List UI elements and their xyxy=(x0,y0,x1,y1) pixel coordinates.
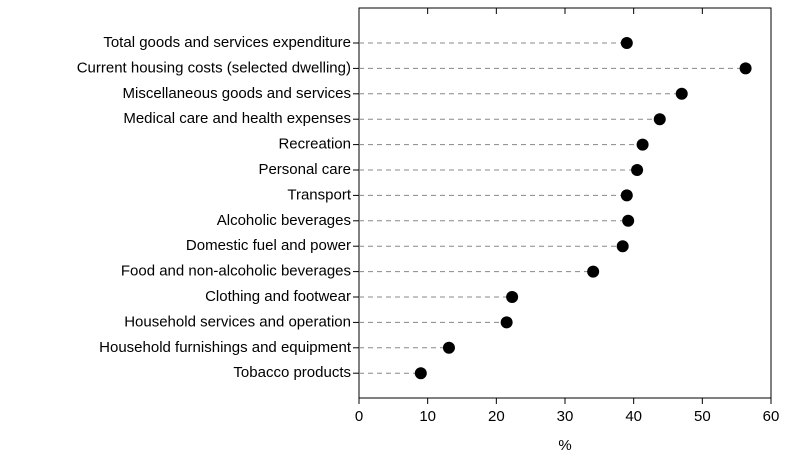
y-tick-label: Total goods and services expenditure xyxy=(103,34,351,51)
y-tick-label: Current housing costs (selected dwelling… xyxy=(77,59,351,76)
x-tick-label: 0 xyxy=(355,408,363,425)
y-tick-label: Domestic fuel and power xyxy=(186,237,351,254)
x-tick-label: 50 xyxy=(694,408,711,425)
y-tick-label: Medical care and health expenses xyxy=(123,110,351,127)
dot xyxy=(414,367,427,380)
y-tick-label: Personal care xyxy=(258,161,351,178)
dot xyxy=(653,113,666,126)
x-tick-label: 30 xyxy=(557,408,574,425)
x-tick-label: 60 xyxy=(763,408,780,425)
dot xyxy=(622,214,635,227)
dot xyxy=(631,164,644,176)
y-tick-label: Clothing and footwear xyxy=(205,288,351,305)
dot xyxy=(587,265,600,278)
dot xyxy=(620,189,633,202)
y-tick-label: Tobacco products xyxy=(233,364,351,381)
y-tick-label: Transport xyxy=(287,186,351,203)
x-tick-label: 10 xyxy=(419,408,436,425)
dot xyxy=(675,87,688,100)
dot xyxy=(616,240,629,253)
dot xyxy=(442,341,455,354)
y-tick-label: Household services and operation xyxy=(124,313,351,330)
dot xyxy=(506,291,519,303)
dot xyxy=(739,62,752,75)
x-tick-label: 20 xyxy=(488,408,505,425)
dot xyxy=(620,37,633,49)
dot xyxy=(500,316,513,329)
x-axis-label: % xyxy=(558,437,571,453)
y-tick-label: Recreation xyxy=(278,136,351,153)
dot xyxy=(636,138,649,151)
plot-frame xyxy=(358,7,772,399)
y-tick-label: Miscellaneous goods and services xyxy=(123,85,351,102)
y-tick-label: Food and non-alcoholic beverages xyxy=(121,263,351,280)
y-tick-label: Alcoholic beverages xyxy=(217,212,351,229)
x-tick-label: 40 xyxy=(625,408,642,425)
y-tick-label: Household furnishings and equipment xyxy=(99,339,352,356)
